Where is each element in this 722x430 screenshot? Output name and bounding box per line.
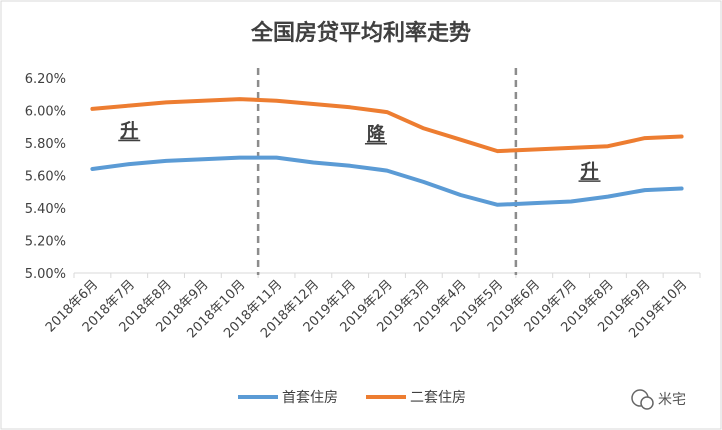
- legend-label: 二套住房: [410, 390, 466, 406]
- annotations: 升降升: [118, 121, 601, 182]
- annotation-label: 升: [581, 161, 599, 182]
- annotation-label: 降: [367, 123, 386, 145]
- series-line: [90, 97, 684, 154]
- watermark: 米宅: [631, 389, 686, 410]
- y-tick-label: 5.00%: [25, 267, 66, 282]
- legend-label: 首套住房: [282, 390, 338, 406]
- y-tick-label: 6.20%: [25, 72, 66, 87]
- divider-lines: [256, 68, 518, 275]
- series-line: [90, 155, 684, 207]
- y-tick-label: 5.40%: [25, 202, 66, 217]
- watermark-text: 米宅: [658, 392, 686, 408]
- y-tick-label: 6.00%: [25, 105, 66, 120]
- legend: 首套住房 二套住房: [238, 390, 466, 406]
- series-lines: [90, 97, 684, 207]
- annotation-label: 升: [120, 121, 138, 142]
- chart-title: 全国房贷平均利率走势: [250, 20, 471, 46]
- y-tick-label: 5.80%: [25, 137, 66, 152]
- y-tick-label: 5.20%: [25, 235, 66, 250]
- y-tick-label: 5.60%: [25, 170, 66, 185]
- wechat-icon: [631, 389, 654, 410]
